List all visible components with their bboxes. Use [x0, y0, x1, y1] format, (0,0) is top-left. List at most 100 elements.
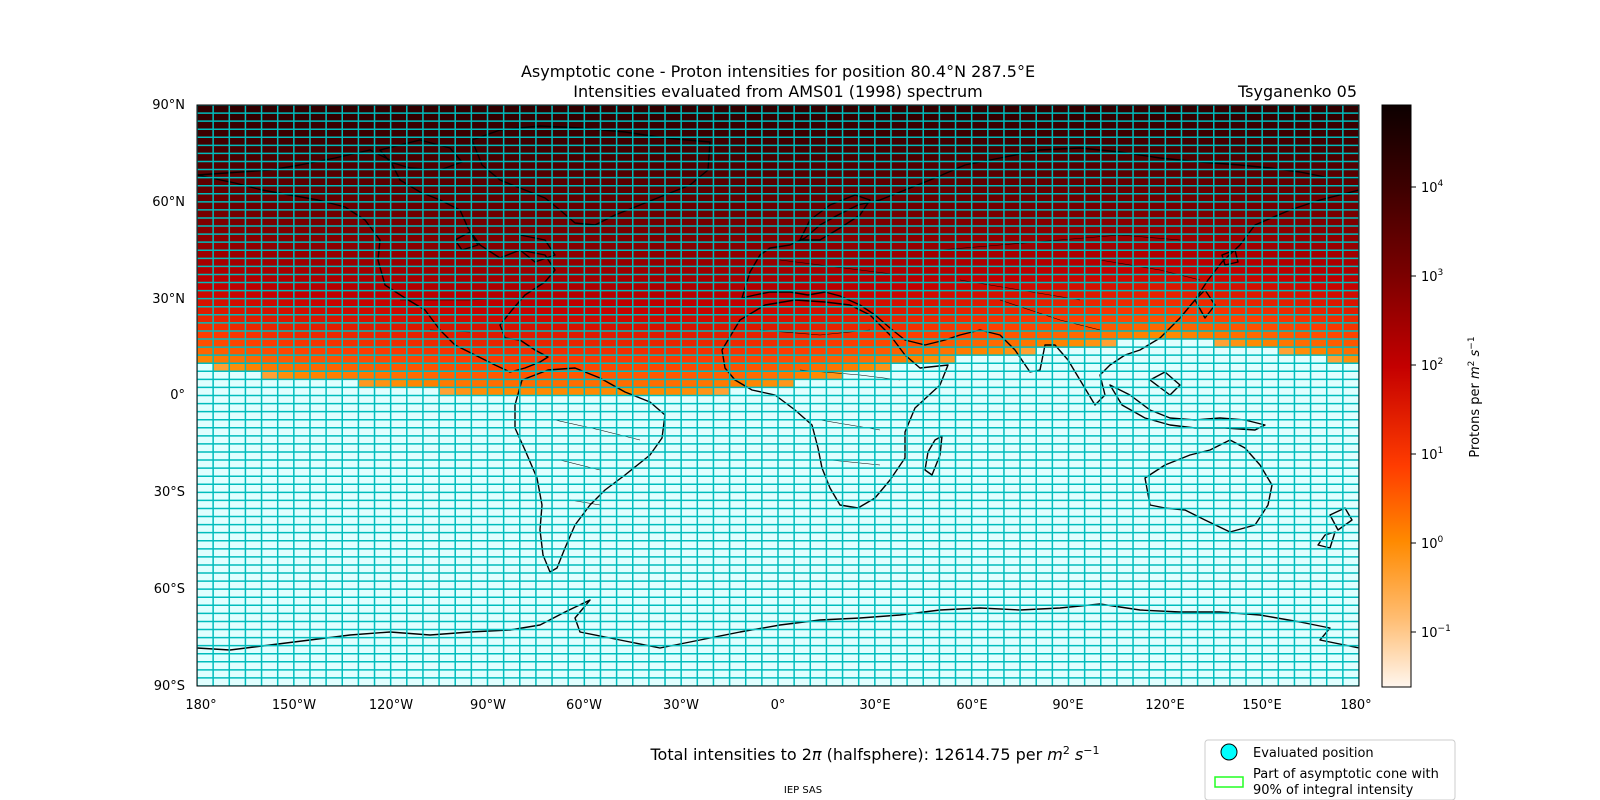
- intensity-cell: [519, 105, 537, 114]
- intensity-cell: [632, 209, 650, 219]
- intensity-cell: [261, 306, 279, 316]
- intensity-cell: [616, 298, 634, 308]
- intensity-cell: [632, 395, 650, 405]
- intensity-cell: [648, 169, 666, 179]
- intensity-cell: [261, 266, 279, 275]
- intensity-cell: [778, 185, 795, 195]
- intensity-cell: [422, 137, 440, 146]
- intensity-cell: [584, 581, 601, 590]
- intensity-cell: [907, 121, 924, 130]
- intensity-cell: [568, 282, 585, 292]
- intensity-cell: [342, 443, 359, 453]
- intensity-cell: [729, 250, 747, 259]
- intensity-cell: [342, 403, 359, 413]
- intensity-cell: [503, 379, 521, 388]
- intensity-cell: [471, 524, 488, 534]
- intensity-cell: [1149, 137, 1166, 146]
- intensity-cell: [697, 201, 714, 211]
- intensity-cell: [1278, 548, 1295, 558]
- intensity-cell: [1149, 556, 1166, 566]
- intensity-cell: [1068, 484, 1086, 493]
- intensity-cell: [1181, 451, 1199, 461]
- intensity-cell: [1100, 451, 1118, 461]
- intensity-cell: [745, 153, 763, 162]
- intensity-cell: [1278, 556, 1295, 566]
- intensity-cell: [1310, 653, 1328, 663]
- intensity-cell: [277, 468, 295, 477]
- intensity-cell: [713, 653, 731, 663]
- intensity-cell: [568, 209, 585, 219]
- intensity-cell: [1116, 435, 1134, 445]
- intensity-cell: [745, 379, 763, 388]
- intensity-cell: [261, 339, 279, 348]
- intensity-cell: [439, 540, 456, 550]
- intensity-cell: [390, 274, 408, 284]
- intensity-cell: [616, 193, 634, 203]
- intensity-cell: [971, 258, 989, 267]
- intensity-cell: [568, 242, 585, 251]
- intensity-cell: [197, 185, 214, 195]
- intensity-cell: [632, 548, 650, 558]
- intensity-cell: [616, 508, 634, 518]
- intensity-cell: [858, 427, 876, 437]
- intensity-cell: [406, 395, 424, 405]
- intensity-cell: [1246, 653, 1263, 663]
- intensity-cell: [826, 282, 844, 292]
- intensity-cell: [1149, 532, 1166, 542]
- intensity-cell: [745, 185, 763, 195]
- intensity-cell: [761, 395, 779, 405]
- intensity-cell: [1084, 419, 1102, 429]
- intensity-cell: [1165, 419, 1182, 429]
- intensity-cell: [1310, 613, 1328, 622]
- intensity-cell: [213, 516, 230, 526]
- intensity-cell: [326, 524, 343, 534]
- intensity-cell: [842, 242, 860, 251]
- intensity-cell: [535, 217, 553, 227]
- intensity-cell: [648, 451, 666, 461]
- intensity-cell: [616, 451, 634, 461]
- intensity-cell: [1181, 476, 1199, 485]
- intensity-cell: [390, 161, 408, 171]
- intensity-cell: [794, 605, 811, 614]
- intensity-cell: [455, 669, 472, 679]
- intensity-cell: [503, 548, 521, 558]
- intensity-cell: [1278, 419, 1295, 429]
- intensity-cell: [390, 217, 408, 227]
- intensity-cell: [293, 209, 311, 219]
- intensity-cell: [584, 258, 601, 267]
- intensity-cell: [1036, 355, 1053, 364]
- intensity-cell: [309, 258, 327, 267]
- intensity-cell: [229, 597, 246, 606]
- intensity-cell: [552, 298, 569, 308]
- intensity-cell: [1197, 201, 1215, 211]
- intensity-cell: [1149, 637, 1166, 647]
- intensity-cell: [1003, 250, 1021, 259]
- intensity-cell: [568, 524, 585, 534]
- intensity-cell: [1084, 330, 1102, 340]
- intensity-cell: [810, 661, 827, 671]
- intensity-cell: [697, 605, 714, 614]
- intensity-cell: [1100, 532, 1118, 542]
- intensity-cell: [293, 411, 311, 421]
- intensity-cell: [390, 209, 408, 219]
- intensity-cell: [729, 564, 747, 574]
- intensity-cell: [1246, 379, 1263, 388]
- intensity-cell: [439, 443, 456, 453]
- intensity-cell: [1068, 121, 1086, 130]
- intensity-cell: [374, 395, 392, 405]
- intensity-cell: [1246, 226, 1263, 235]
- intensity-cell: [745, 234, 763, 243]
- intensity-cell: [648, 548, 666, 558]
- intensity-cell: [358, 661, 376, 671]
- intensity-cell: [1246, 234, 1263, 243]
- intensity-cell: [552, 597, 569, 606]
- intensity-cell: [745, 540, 763, 550]
- intensity-cell: [503, 266, 521, 275]
- intensity-cell: [519, 306, 537, 316]
- intensity-cell: [1052, 217, 1069, 227]
- intensity-cell: [1068, 645, 1086, 655]
- intensity-cell: [1036, 653, 1053, 663]
- intensity-cell: [1197, 105, 1215, 114]
- intensity-cell: [600, 387, 618, 396]
- intensity-cell: [1246, 193, 1263, 203]
